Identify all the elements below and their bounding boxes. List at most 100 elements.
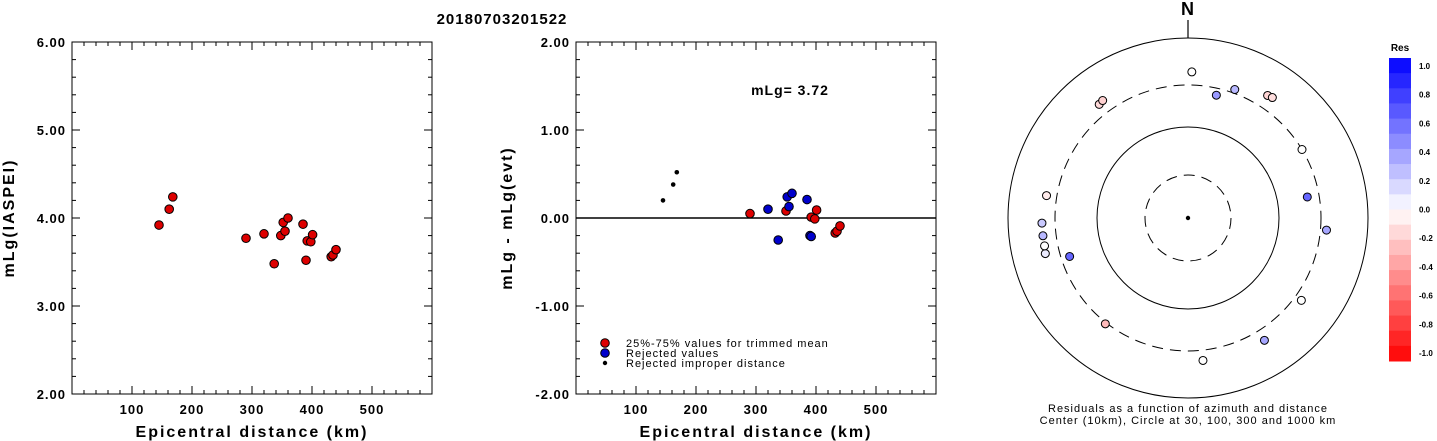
plot2-point-series0 [810,214,820,224]
plot2-ytick-label: -2.00 [535,387,570,402]
colorbar-tick-label: 0.2 [1419,177,1431,186]
legend-marker [602,360,608,366]
station-residual-point [1100,319,1110,329]
station-residual-point [1259,335,1269,345]
plot2-point-series2 [660,198,666,203]
colorbar-swatch [1389,345,1411,362]
polar-caption-line2: Center (10km), Circle at 30, 100, 300 an… [1040,415,1337,427]
colorbar-swatch [1389,315,1411,332]
plot1-ytick-label: 2.00 [37,387,66,402]
colorbar-tick-label: 0.4 [1419,148,1431,157]
plot2-point-series1 [787,188,797,199]
colorbar-swatch [1389,330,1411,347]
colorbar-tick-label: -1.0 [1419,349,1433,358]
station-residual-point [1065,251,1075,261]
station-residual-point [1211,90,1221,100]
plot2-point-series2 [674,169,680,175]
colorbar-tick-label: 0.8 [1419,91,1431,100]
plot2-point-series1 [773,235,784,245]
colorbar-tick-label: 0.0 [1419,206,1431,215]
colorbar-swatch [1389,58,1411,74]
polar-caption-line1: Residuals as a function of azimuth and d… [1048,403,1328,415]
plot2-point-series1 [784,201,794,212]
colorbar-swatch [1389,133,1411,150]
plot2-point-series2 [670,182,676,187]
station-residual-point [1267,93,1277,103]
plot1-point-series0 [331,244,341,255]
plot2-point-series1 [763,204,773,214]
plot1-point-series0 [259,229,269,239]
plot1-point-series0 [164,204,174,214]
legend-label: 25%-75% values for trimmed mean [626,338,829,350]
plot1-point-series0 [283,213,293,223]
colorbar-swatch [1389,73,1411,89]
station-residual-point [1198,355,1208,365]
plot1-xtick-label: 500 [360,402,385,417]
colorbar-tick-label: 1.0 [1419,62,1431,71]
plot1-ytick-label: 3.00 [37,299,66,314]
legend-label: Rejected improper distance [626,358,786,370]
plot2-point-series0 [835,221,845,231]
colorbar: 1.0 0.8 0.6 0.4 0.2 0.0 -0.2 -0.4 -0.6 -0.8 -1.0 [1389,58,1433,362]
colorbar-swatch [1389,224,1411,241]
colorbar-tick-label: 0.6 [1419,119,1431,128]
station-residual-point [1230,85,1240,95]
station-residual-point [1042,191,1052,201]
plot1-ytick-label: 4.00 [37,211,66,226]
plot1-frame [71,41,433,395]
plot2-xtick-label: 200 [684,402,709,417]
legend-label: Rejected values [626,348,719,360]
plot2-xlabel: Epicentral distance (km) [640,424,873,441]
plot2-point-series0 [745,208,755,219]
colorbar-swatch [1389,270,1411,286]
plot1-xtick-label: 100 [120,402,145,417]
plot2-ylabel: mLg - mLg(evt) [499,146,516,290]
station-residual-point [1037,218,1047,228]
ring-30km [1144,174,1232,262]
colorbar-title: Res [1391,43,1410,54]
plot1-ytick-label: 6.00 [37,35,66,50]
plot1-xtick-label: 300 [240,402,265,417]
colorbar-swatch [1389,239,1411,256]
plot2-xtick-label: 500 [864,402,889,417]
station-residual-point [1187,67,1197,77]
station-residual-point [1098,96,1108,106]
figure-title: 20180703201522 [437,11,568,28]
polar-center [1185,215,1191,221]
station-residual-point [1038,231,1048,241]
plot1-point-series0 [168,192,178,202]
colorbar-swatch [1389,194,1411,210]
plot2-xtick-label: 100 [624,402,649,417]
plot1-point-series0 [301,255,311,266]
colorbar-swatch [1389,254,1411,271]
plot1-point-series0 [241,233,251,244]
station-residual-point [1296,295,1306,305]
plot1-xtick-label: 400 [300,402,325,417]
legend: 25%-75% values for trimmed meanRejected … [600,338,829,370]
residual-vs-distance-panel: 100 200 300 400 500 -2.00 -1.00 0.00 1.00 2.00 mL… [499,35,937,441]
station-residual-point [1040,241,1050,251]
colorbar-tick-label: -0.6 [1419,292,1433,301]
colorbar-swatch [1389,209,1411,226]
station-residual-point [1040,249,1050,259]
colorbar-swatch [1389,103,1411,120]
plot1-xlabel: Epicentral distance (km) [136,424,369,441]
plot2-xtick-label: 300 [744,402,769,417]
station-residual-point [1302,192,1312,202]
plot1-point-series0 [298,219,308,229]
colorbar-swatch [1389,285,1411,301]
colorbar-swatch [1389,300,1411,317]
station-residual-point [1297,144,1307,154]
plot2-ytick-label: -1.00 [535,299,570,314]
plot2-xtick-label: 400 [804,402,829,417]
plot2-ytick-label: 0.00 [541,211,570,226]
plot1-ylabel: mLg(IASPEI) [1,159,18,278]
plot1-xtick-label: 200 [180,402,205,417]
plot2-ytick-label: 2.00 [541,35,570,50]
ring-100km [1096,126,1280,310]
colorbar-swatch [1389,164,1411,180]
plot2-ytick-label: 1.00 [541,123,570,138]
plot2-point-series0 [811,205,822,215]
station-residual-point [1321,225,1331,235]
